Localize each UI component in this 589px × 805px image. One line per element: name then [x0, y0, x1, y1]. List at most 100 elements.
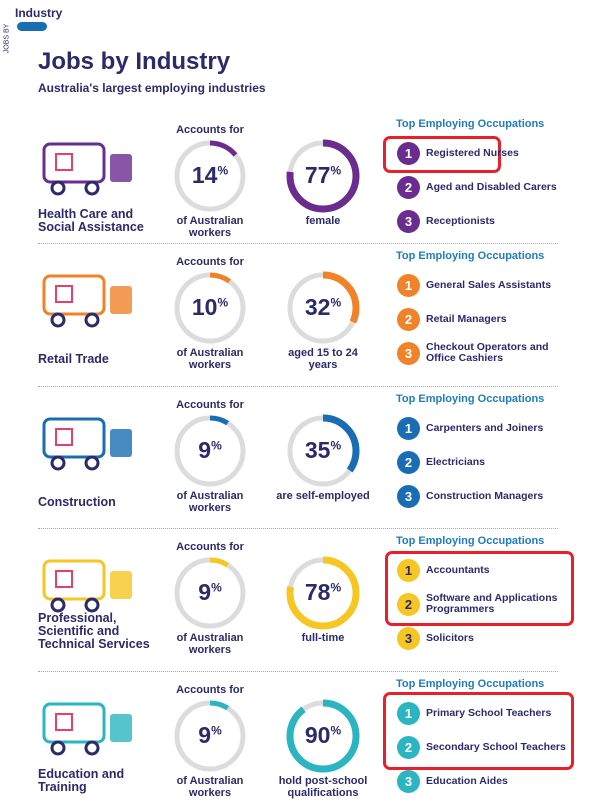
- separator: [38, 243, 558, 244]
- ring: [174, 557, 246, 629]
- accounts-label: Accounts for: [176, 124, 244, 136]
- icon-shape: [42, 702, 106, 744]
- ring-arc: [286, 139, 360, 213]
- ring-caption: of Australian workers: [176, 490, 244, 514]
- accounts-label: Accounts for: [176, 399, 244, 411]
- occupations-title: Top Employing Occupations: [396, 535, 545, 547]
- separator: [38, 528, 558, 529]
- industry-icon: [42, 417, 132, 471]
- industry-name-box: Education and Training: [38, 748, 168, 794]
- icon-shape: [50, 740, 66, 756]
- ring-caption: female: [305, 215, 341, 227]
- occupation-name: Checkout Operators and Office Cashiers: [426, 341, 549, 364]
- industry-name: Construction: [38, 495, 116, 509]
- industry-name: Professional, Scientific and Technical S…: [38, 611, 150, 651]
- ring-arc: [174, 557, 246, 629]
- icon-shape: [110, 714, 132, 742]
- ring-value: 78: [304, 579, 331, 605]
- ring-label: 14%: [170, 162, 250, 189]
- ring: [174, 700, 246, 772]
- industry-name-box: Retail Trade: [38, 320, 168, 366]
- rank-badge: 2: [397, 593, 420, 616]
- ring-unit: %: [330, 295, 342, 310]
- ring-unit: %: [217, 295, 229, 310]
- ring-value: 9: [198, 579, 212, 605]
- ring-value: 35: [304, 437, 331, 463]
- icon-shape: [50, 180, 66, 196]
- occupation-name: Primary School Teachers: [426, 706, 552, 719]
- ring-label: 77%: [283, 162, 363, 189]
- occupation-name: Electricians: [426, 455, 485, 468]
- icon-shape: [55, 428, 73, 446]
- ring-caption: of Australian workers: [176, 215, 244, 239]
- icon-shape: [42, 274, 106, 316]
- rank-badge: 2: [397, 736, 420, 759]
- occupation-name: Registered Nurses: [426, 146, 519, 159]
- ring: [286, 271, 360, 345]
- highlight-box: [383, 692, 574, 770]
- ring: [286, 414, 360, 488]
- icon-shape: [84, 740, 100, 756]
- rank-badge: 1: [397, 142, 420, 165]
- icon-shape: [110, 429, 132, 457]
- occupation-name: Receptionists: [426, 214, 495, 227]
- occupation-name: Secondary School Teachers: [426, 740, 566, 753]
- rank-badge: 3: [397, 770, 420, 793]
- rank-badge: 1: [397, 274, 420, 297]
- icon-shape: [42, 559, 106, 601]
- icon-shape: [84, 597, 100, 613]
- icon-shape: [110, 286, 132, 314]
- side-label: JOBS BY: [3, 23, 11, 54]
- industry-name-box: Professional, Scientific and Technical S…: [38, 605, 168, 651]
- icon-shape: [55, 570, 73, 588]
- occupation-name: Retail Managers: [426, 312, 507, 325]
- ring-arc: [174, 272, 246, 344]
- rank-badge: 3: [397, 485, 420, 508]
- icon-shape: [110, 154, 132, 182]
- icon-shape: [42, 142, 106, 184]
- ring-value: 10: [191, 294, 218, 320]
- ring: [286, 139, 360, 213]
- ring-label: 9%: [170, 722, 250, 749]
- highlight-box: [383, 136, 501, 173]
- accounts-label: Accounts for: [176, 256, 244, 268]
- tab-label: Industry: [15, 6, 63, 20]
- industry-name-box: Construction: [38, 463, 168, 509]
- occupations-title: Top Employing Occupations: [396, 393, 545, 405]
- ring-label: 78%: [283, 579, 363, 606]
- ring-arc: [286, 271, 360, 345]
- ring-arc: [174, 700, 246, 772]
- ring-unit: %: [217, 163, 229, 178]
- separator: [38, 671, 558, 672]
- ring-caption: of Australian workers: [176, 775, 244, 799]
- ring-label: 9%: [170, 579, 250, 606]
- ring-unit: %: [330, 163, 342, 178]
- ring-unit: %: [211, 580, 222, 595]
- ring-value: 9: [198, 722, 212, 748]
- rank-badge: 1: [397, 702, 420, 725]
- icon-shape: [50, 312, 66, 328]
- ring-label: 90%: [283, 722, 363, 749]
- icon-shape: [55, 285, 73, 303]
- ring-unit: %: [330, 580, 342, 595]
- rank-badge: 3: [397, 210, 420, 233]
- icon-shape: [110, 571, 132, 599]
- rank-badge: 2: [397, 451, 420, 474]
- rank-badge: 2: [397, 176, 420, 199]
- occupation-name: Solicitors: [426, 631, 474, 644]
- industry-name-box: Health Care and Social Assistance: [38, 188, 168, 234]
- industry-icon: [42, 702, 132, 756]
- rank-badge: 3: [397, 627, 420, 650]
- ring-caption: are self-employed: [276, 490, 370, 502]
- occupation-name: Aged and Disabled Carers: [426, 180, 557, 193]
- ring: [174, 272, 246, 344]
- icon-shape: [55, 153, 73, 171]
- highlight-box: [385, 551, 574, 626]
- icon-shape: [55, 713, 73, 731]
- ring-arc: [286, 699, 360, 773]
- icon-shape: [42, 417, 106, 459]
- ring: [286, 556, 360, 630]
- occupation-name: Construction Managers: [426, 489, 544, 502]
- occupation-name: Education Aides: [426, 774, 508, 787]
